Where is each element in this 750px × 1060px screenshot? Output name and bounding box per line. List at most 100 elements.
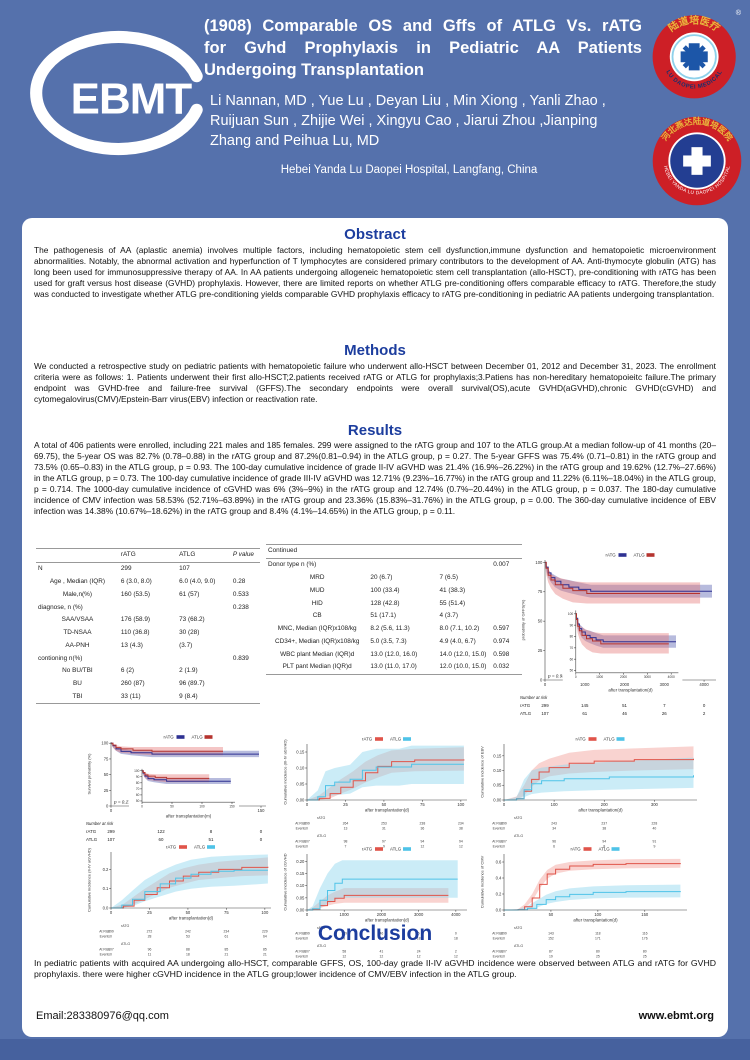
- svg-text:13: 13: [344, 827, 348, 831]
- svg-text:0.20: 0.20: [296, 859, 305, 864]
- svg-text:p = 0.93: p = 0.93: [547, 674, 565, 679]
- svg-text:242: 242: [185, 930, 191, 934]
- svg-text:25: 25: [343, 802, 348, 807]
- svg-text:107: 107: [304, 839, 310, 843]
- grade24-agvhd-chart: rATG ATLG 0.0 0.1 0.2 0 25 50 75 100 after transpl…: [84, 840, 279, 968]
- gffs-km-chart: rATG ATLG 0 25 50 75 100 0 1000 2000 3000 4000 after…: [518, 548, 724, 731]
- svg-text:264: 264: [343, 822, 349, 826]
- baseline-characteristics: rATG ATLG P value N 299 107 Age , Median (IQR)…: [36, 548, 260, 705]
- svg-text:9: 9: [383, 845, 385, 849]
- svg-text:96: 96: [552, 839, 556, 843]
- svg-text:100: 100: [594, 912, 602, 917]
- baseline-characteristics-continued: Continued Donor type n (%) 0.007 MRD 20 (6.7…: [266, 544, 522, 675]
- svg-text:100: 100: [261, 910, 269, 915]
- ebmt-logo-graphic: EBMT: [30, 30, 203, 156]
- svg-text:80: 80: [643, 949, 647, 953]
- svg-text:60: 60: [570, 657, 574, 661]
- hospital-logo: 河北燕达陆道培医院 HEBEI YANDA LU DAOPEI HOSPITAL: [649, 112, 745, 215]
- svg-text:0.05: 0.05: [493, 783, 502, 788]
- svg-text:0: 0: [110, 910, 113, 915]
- svg-text:0.00: 0.00: [296, 907, 305, 912]
- chart-a34: rATG ATLG 0.00 0.05 0.10 0.15 0 25 50 75 100 after …: [283, 737, 467, 849]
- svg-text:0.2: 0.2: [103, 867, 109, 872]
- svg-text:0: 0: [503, 955, 505, 959]
- svg-text:50: 50: [570, 669, 574, 673]
- svg-text:50: 50: [186, 910, 191, 915]
- svg-text:51: 51: [209, 837, 214, 842]
- svg-text:145: 145: [581, 703, 589, 708]
- methods-body: We conducted a retrospective study on pe…: [34, 361, 716, 404]
- svg-text:ATLG: ATLG: [514, 944, 523, 948]
- table-row: N 299 107: [38, 565, 190, 573]
- svg-text:7: 7: [345, 845, 347, 849]
- svg-text:2: 2: [455, 949, 457, 953]
- conclusion-heading: Conclusion: [317, 922, 433, 945]
- svg-text:rATG: rATG: [317, 816, 326, 820]
- svg-text:98: 98: [344, 839, 348, 843]
- svg-text:80: 80: [596, 949, 600, 953]
- svg-text:3000: 3000: [414, 912, 424, 917]
- svg-text:At Risk: At Risk: [295, 932, 306, 936]
- os-km-chart: rATGATLG0255075100050100150after transpl…: [84, 730, 274, 857]
- svg-text:ATLG: ATLG: [194, 845, 206, 850]
- svg-text:0.10: 0.10: [493, 768, 502, 773]
- svg-text:At Risk: At Risk: [99, 930, 110, 934]
- svg-text:107: 107: [304, 949, 310, 953]
- svg-text:299: 299: [304, 822, 310, 826]
- svg-text:after transplantation(d): after transplantation(d): [608, 688, 653, 693]
- svg-text:Events: Events: [493, 827, 504, 831]
- svg-text:陆道培医疗: 陆道培医疗: [666, 13, 723, 34]
- svg-text:31: 31: [382, 827, 386, 831]
- svg-text:7: 7: [663, 703, 666, 708]
- svg-text:0: 0: [503, 937, 505, 941]
- svg-text:rATG: rATG: [362, 847, 373, 852]
- table-row: Donor type n (%) 0.007: [268, 561, 510, 569]
- svg-text:rATG: rATG: [166, 845, 177, 850]
- svg-text:80: 80: [136, 781, 140, 785]
- svg-text:1000: 1000: [596, 675, 603, 679]
- svg-text:90: 90: [570, 623, 574, 627]
- svg-text:234: 234: [458, 822, 464, 826]
- contact-email: Email:283380976@qq.com: [36, 1010, 169, 1022]
- svg-text:299: 299: [304, 932, 310, 936]
- svg-text:50: 50: [104, 772, 109, 777]
- svg-text:70: 70: [570, 646, 574, 650]
- svg-text:rATG: rATG: [164, 735, 175, 740]
- svg-text:3000: 3000: [660, 682, 670, 687]
- table-row: WBC plant Median (IQR)d 13.0 (12.0, 16.0)…: [280, 650, 510, 658]
- svg-text:0.0: 0.0: [103, 905, 109, 910]
- svg-text:0.00: 0.00: [296, 797, 305, 802]
- svg-text:rATG: rATG: [514, 926, 523, 930]
- svg-text:61: 61: [582, 711, 587, 716]
- svg-text:2000: 2000: [620, 675, 627, 679]
- svg-text:after transplantation(d): after transplantation(d): [365, 918, 410, 923]
- baseline-characteristics-continued-table: Continued Donor type n (%) 0.007 MRD 20 (6.7…: [266, 544, 522, 675]
- svg-text:rATG: rATG: [86, 829, 97, 834]
- svg-text:25: 25: [643, 955, 647, 959]
- registered-mark: ®: [736, 8, 742, 17]
- svg-text:36: 36: [420, 827, 424, 831]
- svg-text:4000: 4000: [699, 682, 709, 687]
- svg-text:0.15: 0.15: [493, 753, 502, 758]
- svg-text:12: 12: [380, 955, 384, 959]
- bottom-band: [0, 1039, 750, 1060]
- svg-text:after transplantation(d): after transplantation(d): [578, 808, 623, 813]
- svg-text:299: 299: [108, 930, 114, 934]
- svg-text:At Risk: At Risk: [295, 949, 306, 953]
- svg-text:0: 0: [503, 912, 506, 917]
- svg-text:9: 9: [653, 845, 655, 849]
- svg-text:At Risk: At Risk: [492, 949, 503, 953]
- svg-text:0: 0: [260, 829, 263, 834]
- svg-text:5: 5: [418, 932, 420, 936]
- svg-text:0: 0: [503, 845, 505, 849]
- svg-text:ATLG: ATLG: [86, 837, 98, 842]
- svg-text:after transplantation(d): after transplantation(d): [365, 808, 410, 813]
- table-row: Male,n(%) 160 (53.5) 61 (57) 0.533: [62, 590, 249, 598]
- svg-text:0.05: 0.05: [296, 781, 305, 786]
- svg-text:26: 26: [662, 711, 667, 716]
- svg-text:0: 0: [703, 703, 706, 708]
- svg-text:Cumulative incidence (III-IV a: Cumulative incidence (III-IV aGVHD): [283, 739, 288, 805]
- svg-text:At Risk: At Risk: [492, 822, 503, 826]
